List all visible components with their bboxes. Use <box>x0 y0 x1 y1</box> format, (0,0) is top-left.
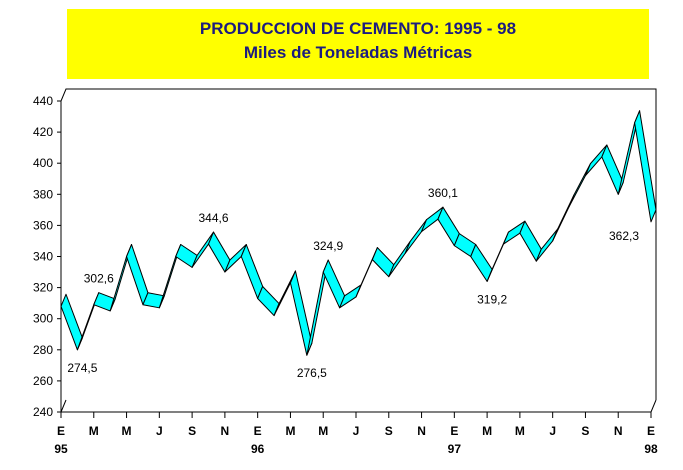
x-tick-label: M <box>122 424 132 438</box>
y-tick-label: 440 <box>33 94 53 108</box>
ribbon-segment <box>437 206 460 247</box>
x-tick-label: M <box>285 424 295 438</box>
year-label: 97 <box>448 442 462 456</box>
data-label: 302,6 <box>84 272 114 286</box>
ribbon-segment <box>404 219 428 254</box>
y-tick-label: 380 <box>33 187 53 201</box>
ribbon-segment <box>535 228 559 262</box>
data-label: 344,6 <box>198 211 228 225</box>
x-tick-label: N <box>614 424 623 438</box>
y-tick-label: 320 <box>33 281 53 295</box>
year-label: 98 <box>644 442 658 456</box>
x-tick-label: E <box>57 424 65 438</box>
y-tick-label: 300 <box>33 312 53 326</box>
year-label: 96 <box>251 442 265 456</box>
y-tick-label: 420 <box>33 125 53 139</box>
data-label: 319,2 <box>477 292 507 306</box>
y-tick-label: 360 <box>33 218 53 232</box>
ribbon-segment <box>126 244 149 306</box>
ribbon-segment <box>634 110 657 223</box>
x-tick-label: S <box>188 424 196 438</box>
chart-subtitle: Miles de Toneladas Métricas <box>243 43 473 62</box>
data-label: 362,3 <box>609 229 639 243</box>
x-tick-label: N <box>221 424 230 438</box>
x-tick-label: M <box>318 424 328 438</box>
x-tick-label: M <box>482 424 492 438</box>
ribbon-segment <box>289 270 313 356</box>
data-label: 324,9 <box>313 239 343 253</box>
x-tick-label: M <box>89 424 99 438</box>
ribbon-segment <box>191 231 214 268</box>
ribbon-segment <box>60 293 83 351</box>
ribbon-segment <box>322 259 346 309</box>
x-tick-label: M <box>515 424 525 438</box>
x-tick-label: J <box>156 424 163 438</box>
ribbon-segment <box>388 240 411 278</box>
x-tick-label: S <box>581 424 589 438</box>
floor-edge-left <box>60 399 67 413</box>
y-tick-label: 280 <box>33 343 53 357</box>
year-label: 95 <box>54 442 68 456</box>
x-tick-label: E <box>254 424 262 438</box>
x-tick-label: S <box>385 424 393 438</box>
plot-frame <box>60 88 657 412</box>
x-tick-label: J <box>549 424 556 438</box>
floor-edge-right <box>650 399 657 413</box>
ribbon-segment <box>240 244 264 299</box>
x-tick-label: E <box>647 424 655 438</box>
x-tick-label: N <box>417 424 426 438</box>
y-tick-label: 400 <box>33 156 53 170</box>
x-tick-label: J <box>353 424 360 438</box>
ribbon-segment <box>208 231 231 273</box>
data-label: 274,5 <box>67 361 97 375</box>
ribbon-segment <box>93 292 116 312</box>
ribbon-segment <box>519 220 542 262</box>
data-label: 276,5 <box>297 366 327 380</box>
chart-title-box: PRODUCCION DE CEMENTO: 1995 - 98 Miles d… <box>67 9 649 79</box>
data-label: 360,1 <box>428 186 458 200</box>
chart-title: PRODUCCION DE CEMENTO: 1995 - 98 <box>199 19 517 38</box>
y-tick-label: 260 <box>33 374 53 388</box>
y-tick-label: 240 <box>33 405 53 419</box>
y-tick-label: 340 <box>33 250 53 264</box>
x-tick-label: E <box>450 424 458 438</box>
